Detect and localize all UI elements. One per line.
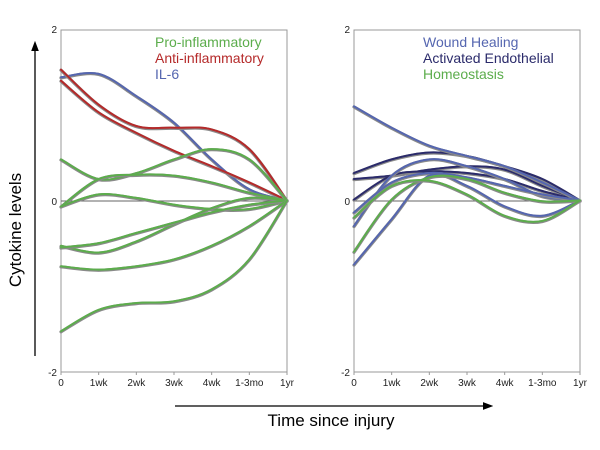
series-line bbox=[353, 173, 581, 266]
x-tick-label: 1wk bbox=[383, 378, 402, 389]
x-tick-label: 1wk bbox=[90, 378, 109, 389]
series-line bbox=[60, 199, 288, 249]
series-line bbox=[60, 193, 288, 211]
x-tick-label: 4wk bbox=[496, 378, 515, 389]
legend-entry: Activated Endothelial bbox=[423, 50, 554, 66]
legend-entry: Pro-inflammatory bbox=[155, 34, 262, 50]
y-tick-label: 0 bbox=[51, 197, 57, 208]
x-tick-label: 1-3mo bbox=[235, 378, 264, 389]
x-tick-label: 1-3mo bbox=[528, 378, 557, 389]
x-tick-label: 4wk bbox=[203, 378, 222, 389]
series-line bbox=[60, 71, 288, 202]
y-tick-label: 2 bbox=[51, 25, 57, 36]
panel-left: 0 1wk 2wk 3wk 4wk 1-3mo 1yr20-2Pro-inflammator… bbox=[48, 25, 295, 389]
y-axis-label: Cytokine levels bbox=[6, 173, 25, 287]
series-line bbox=[353, 171, 581, 214]
x-tick-label: 0 bbox=[351, 378, 357, 389]
legend-entry: Wound Healing bbox=[423, 34, 518, 50]
series-line bbox=[60, 173, 288, 208]
series-line bbox=[60, 199, 288, 271]
series-line bbox=[353, 174, 581, 253]
series-line bbox=[353, 179, 581, 223]
y-tick-label: -2 bbox=[48, 368, 57, 379]
y-tick-label: 0 bbox=[344, 197, 350, 208]
x-tick-label: 2wk bbox=[420, 378, 439, 389]
x-tick-label: 1yr bbox=[280, 378, 295, 389]
series-line bbox=[60, 79, 288, 202]
x-tick-label: 0 bbox=[58, 378, 64, 389]
series-line bbox=[60, 199, 288, 333]
series-line bbox=[60, 68, 288, 202]
x-axis-label: Time since injury bbox=[268, 411, 395, 430]
legend-entry: Anti-inflammatory bbox=[155, 50, 264, 66]
legend-entry: IL-6 bbox=[155, 66, 179, 82]
y-tick-label: 2 bbox=[344, 25, 350, 36]
series-line bbox=[353, 105, 581, 202]
x-tick-label: 3wk bbox=[458, 378, 477, 389]
y-tick-label: -2 bbox=[341, 368, 350, 379]
x-tick-label: 2wk bbox=[127, 378, 146, 389]
x-tick-label: 3wk bbox=[165, 378, 184, 389]
x-tick-label: 1yr bbox=[573, 378, 588, 389]
legend-entry: Homeostasis bbox=[423, 66, 504, 82]
